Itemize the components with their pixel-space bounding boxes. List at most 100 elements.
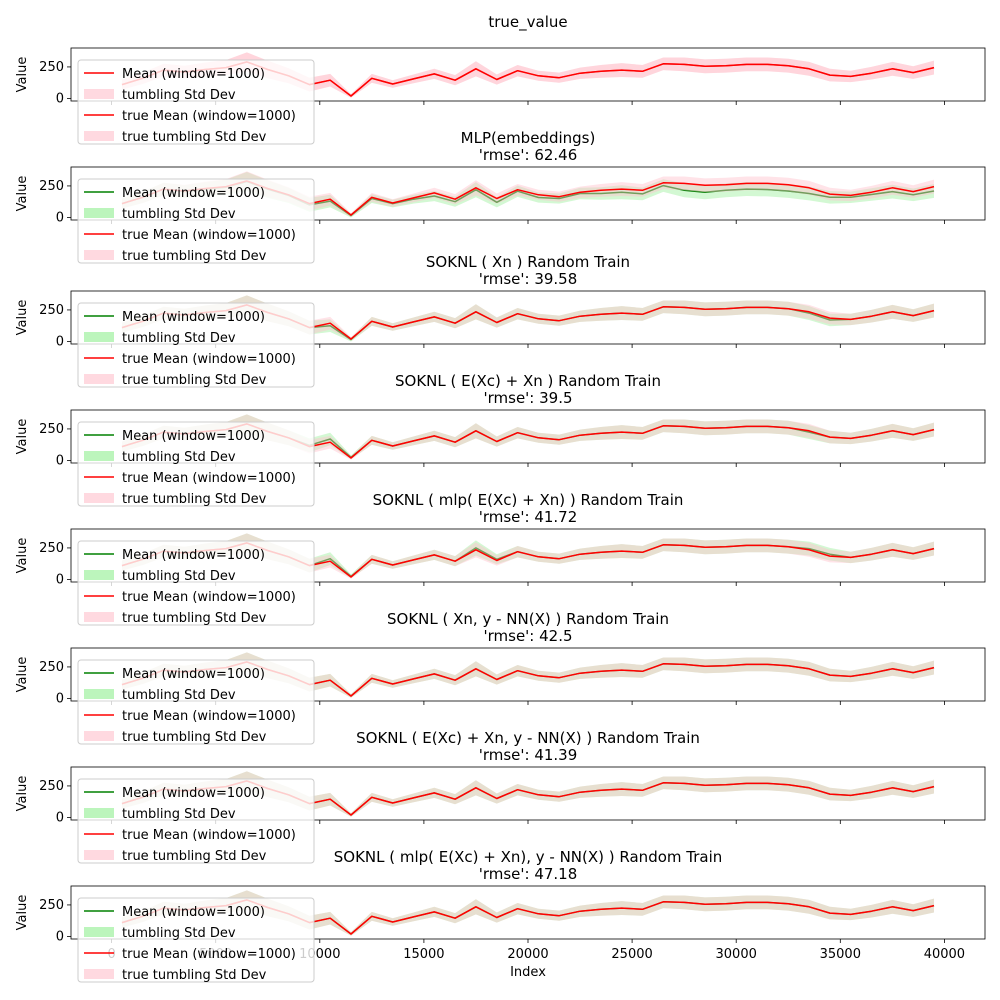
- legend-label: true Mean (window=1000): [122, 709, 296, 724]
- legend-swatch-patch: [84, 208, 114, 218]
- y-tick-label: 250: [39, 660, 64, 675]
- y-axis-label: Value: [15, 57, 30, 93]
- legend-label: true tumbling Std Dev: [122, 492, 267, 507]
- legend-label: true tumbling Std Dev: [122, 730, 267, 745]
- true-std-band: [122, 295, 934, 341]
- subplot-rmse: 'rmse': 41.72: [479, 508, 578, 526]
- y-tick-label: 0: [56, 810, 64, 825]
- y-axis-label: Value: [15, 538, 30, 574]
- legend-label: tumbling Std Dev: [122, 331, 236, 346]
- legend-swatch-patch: [84, 612, 114, 622]
- y-axis-label: Value: [15, 176, 30, 212]
- model-std-band: [122, 52, 934, 98]
- legend-swatch-patch: [84, 850, 114, 860]
- x-tick-label: 40000: [924, 947, 965, 962]
- legend-box: [77, 659, 315, 745]
- legend-label: Mean (window=1000): [122, 310, 265, 325]
- y-tick-label: 250: [39, 898, 64, 913]
- subplot-rmse: 'rmse': 39.5: [483, 389, 572, 407]
- x-tick-label: 35000: [820, 947, 861, 962]
- legend-swatch-patch: [84, 808, 114, 818]
- legend-swatch-patch: [84, 927, 114, 937]
- legend-swatch-patch: [84, 969, 114, 979]
- x-tick-label: 25000: [611, 947, 652, 962]
- legend-box: [77, 302, 315, 388]
- legend-label: true tumbling Std Dev: [122, 611, 267, 626]
- subplot-title: SOKNL ( Xn ) Random Train: [426, 253, 630, 271]
- subplot-title: SOKNL ( mlp( E(Xc) + Xn), y - NN(X) ) Ra…: [334, 848, 723, 866]
- subplot-4: SOKNL ( mlp( E(Xc) + Xn) ) Random Train'…: [15, 491, 986, 626]
- y-tick-label: 250: [39, 422, 64, 437]
- legend-label: true tumbling Std Dev: [122, 849, 267, 864]
- y-tick-label: 250: [39, 303, 64, 318]
- subplot-1: MLP(embeddings)'rmse': 62.46 0 250 Value Mea…: [15, 129, 986, 264]
- legend-label: Mean (window=1000): [122, 905, 265, 920]
- y-tick-label: 250: [39, 179, 64, 194]
- legend-label: true Mean (window=1000): [122, 228, 296, 243]
- legend-box: [77, 59, 315, 145]
- y-axis-label: Value: [15, 776, 30, 812]
- true-std-band: [122, 52, 934, 98]
- subplot-0: true_value 0 250 Value Mean (window=1000) tum…: [15, 13, 986, 145]
- legend-label: tumbling Std Dev: [122, 207, 236, 222]
- legend-swatch-patch: [84, 493, 114, 503]
- legend-swatch-patch: [84, 731, 114, 741]
- subplot-rmse: 'rmse': 39.58: [479, 270, 578, 288]
- legend-swatch-patch: [84, 374, 114, 384]
- legend-label: true tumbling Std Dev: [122, 373, 267, 388]
- legend-label: Mean (window=1000): [122, 548, 265, 563]
- model-std-band: [122, 295, 934, 342]
- legend-box: [77, 778, 315, 864]
- legend-swatch-patch: [84, 89, 114, 99]
- legend-label: Mean (window=1000): [122, 67, 265, 82]
- legend-swatch-patch: [84, 689, 114, 699]
- plot-area: [121, 890, 935, 936]
- x-axis-label: Index: [510, 965, 546, 980]
- legend-label: tumbling Std Dev: [122, 88, 236, 103]
- y-tick-label: 0: [56, 453, 64, 468]
- subplot-rmse: 'rmse': 41.39: [479, 746, 578, 764]
- legend-label: true Mean (window=1000): [122, 109, 296, 124]
- subplot-title: MLP(embeddings): [461, 129, 596, 147]
- legend-label: Mean (window=1000): [122, 667, 265, 682]
- subplot-2: SOKNL ( Xn ) Random Train'rmse': 39.58 0 2…: [15, 253, 986, 388]
- y-tick-label: 0: [56, 572, 64, 587]
- legend-label: true tumbling Std Dev: [122, 249, 267, 264]
- model-std-band: [122, 771, 934, 817]
- true-std-band: [122, 652, 934, 698]
- legend-label: tumbling Std Dev: [122, 450, 236, 465]
- subplot-6: SOKNL ( E(Xc) + Xn, y - NN(X) ) Random T…: [15, 729, 986, 864]
- y-tick-label: 0: [56, 91, 64, 106]
- true-std-band: [122, 533, 934, 579]
- y-axis-label: Value: [15, 419, 30, 455]
- subplot-title: SOKNL ( Xn, y - NN(X) ) Random Train: [387, 610, 669, 628]
- legend-label: true tumbling Std Dev: [122, 968, 267, 983]
- legend-label: Mean (window=1000): [122, 186, 265, 201]
- model-std-band: [122, 890, 934, 936]
- model-std-band: [122, 414, 934, 460]
- y-axis-label: Value: [15, 895, 30, 931]
- y-axis-label: Value: [15, 657, 30, 693]
- legend-label: tumbling Std Dev: [122, 926, 236, 941]
- legend-swatch-patch: [84, 250, 114, 260]
- subplot-title: SOKNL ( mlp( E(Xc) + Xn) ) Random Train: [373, 491, 684, 509]
- true-std-band: [122, 414, 934, 460]
- model-std-band: [122, 533, 934, 579]
- legend-box: [77, 540, 315, 626]
- legend-label: true Mean (window=1000): [122, 471, 296, 486]
- subplot-title: true_value: [488, 13, 567, 32]
- y-tick-label: 0: [56, 929, 64, 944]
- subplot-5: SOKNL ( Xn, y - NN(X) ) Random Train'rms…: [15, 610, 986, 745]
- legend-swatch-patch: [84, 451, 114, 461]
- subplot-title: SOKNL ( E(Xc) + Xn, y - NN(X) ) Random T…: [356, 729, 700, 747]
- y-tick-label: 250: [39, 541, 64, 556]
- y-tick-label: 0: [56, 691, 64, 706]
- legend-swatch-patch: [84, 570, 114, 580]
- legend-label: tumbling Std Dev: [122, 569, 236, 584]
- subplot-title: SOKNL ( E(Xc) + Xn ) Random Train: [395, 372, 661, 390]
- true-std-band: [122, 890, 934, 936]
- legend-label: true Mean (window=1000): [122, 828, 296, 843]
- legend-box: [77, 421, 315, 507]
- legend-swatch-patch: [84, 131, 114, 141]
- legend-label: true Mean (window=1000): [122, 590, 296, 605]
